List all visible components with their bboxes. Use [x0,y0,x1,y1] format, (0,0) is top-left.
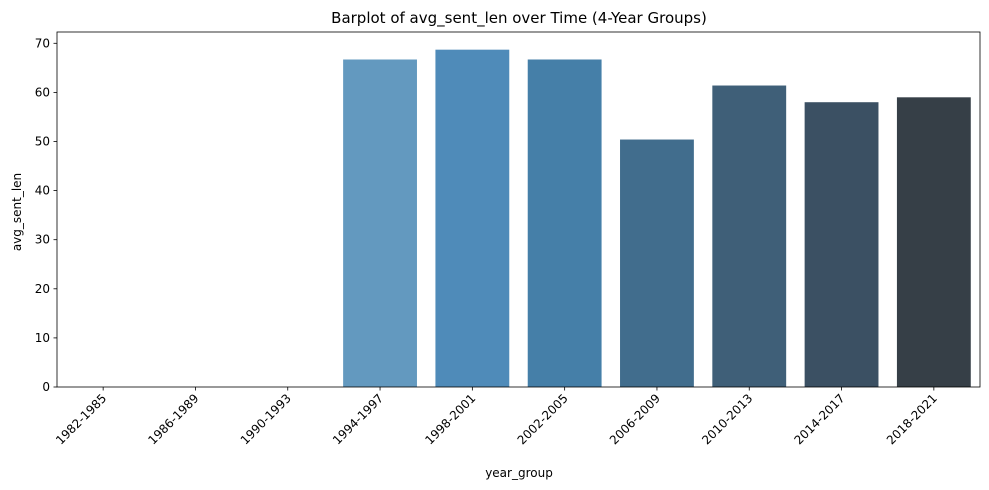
bar-2018-2021 [896,97,971,387]
bar-2006-2009 [620,139,694,387]
chart-title: Barplot of avg_sent_len over Time (4-Yea… [331,9,707,28]
x-tick-label: 2014-2017 [792,391,848,447]
y-tick-label: 50 [35,134,50,148]
x-tick-label: 1998-2001 [422,391,478,447]
x-tick-label: 1994-1997 [330,391,386,447]
x-tick-label: 2002-2005 [515,391,571,447]
y-tick-label: 10 [35,331,50,345]
y-tick-label: 70 [35,36,50,50]
y-axis-label: avg_sent_len [10,173,24,251]
y-tick-label: 30 [35,233,50,247]
bar-1994-1997 [343,59,417,387]
x-tick-label: 2006-2009 [607,391,663,447]
bar-2010-2013 [712,85,787,388]
bar-2014-2017 [804,102,879,387]
bar-1998-2001 [435,49,510,387]
x-tick-label: 2018-2021 [884,391,940,447]
bars-layer [343,49,971,388]
x-tick-label: 1990-1993 [238,391,294,447]
y-tick-label: 60 [35,85,50,99]
y-tick-label: 0 [42,380,50,394]
x-tick-label: 1982-1985 [53,391,109,447]
x-axis-label: year_group [485,466,553,480]
x-tick-label: 1986-1989 [145,391,201,447]
y-tick-label: 40 [35,184,50,198]
x-tick-label: 2010-2013 [699,391,755,447]
y-tick-label: 20 [35,282,50,296]
bar-2002-2005 [527,59,602,387]
plot-frame [56,31,981,388]
